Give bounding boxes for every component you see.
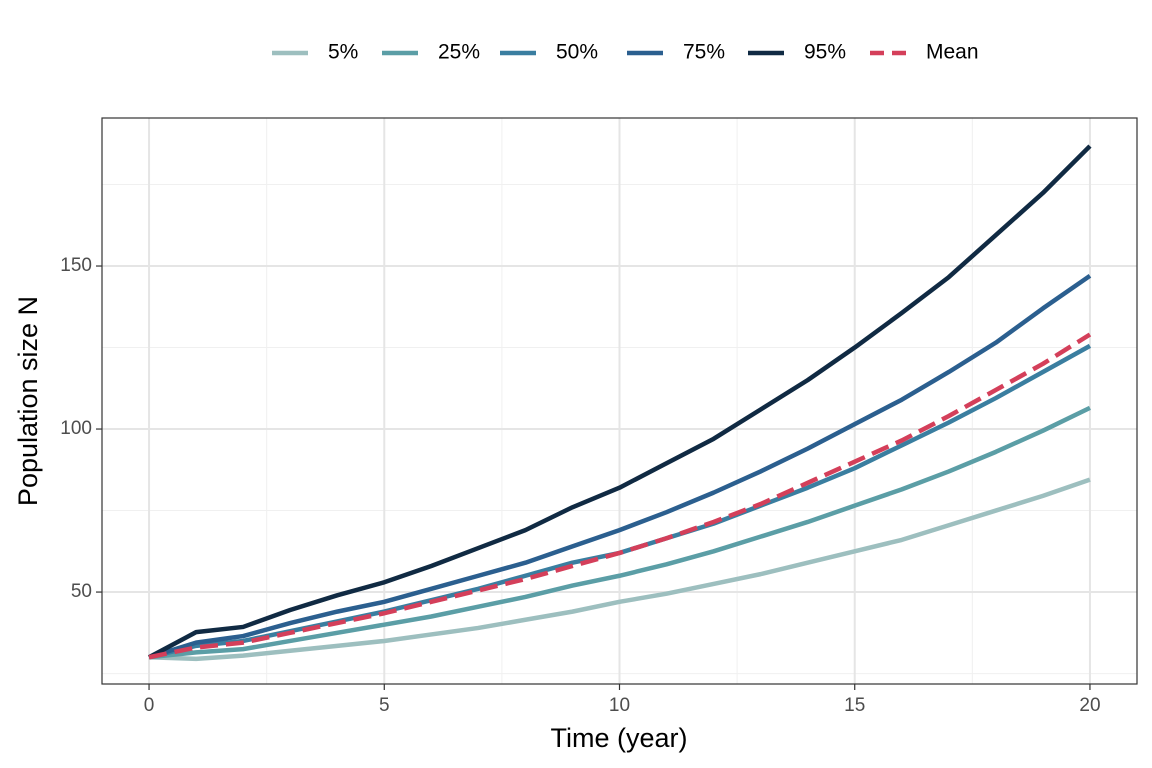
series-line bbox=[148, 405, 1091, 660]
series-line bbox=[148, 332, 1092, 660]
y-tick-label: 150 bbox=[60, 255, 92, 276]
legend-label: Mean bbox=[926, 41, 979, 64]
x-tick-label: 20 bbox=[1079, 695, 1100, 716]
y-tick-label: 100 bbox=[60, 418, 92, 439]
legend-label: 75% bbox=[683, 41, 725, 64]
x-tick-label: 15 bbox=[844, 695, 865, 716]
legend-label: 25% bbox=[438, 41, 480, 64]
series-line bbox=[148, 477, 1091, 662]
legend-label: 5% bbox=[328, 41, 358, 64]
x-tick-label: 0 bbox=[144, 695, 155, 716]
x-tick-label: 5 bbox=[379, 695, 390, 716]
x-axis-label: Time (year) bbox=[550, 723, 687, 753]
y-tick-label: 50 bbox=[71, 581, 92, 602]
series-line bbox=[147, 144, 1092, 660]
x-tick-label: 10 bbox=[609, 695, 630, 716]
y-axis-label: Population size N bbox=[13, 296, 43, 506]
plot-border bbox=[101, 117, 1138, 685]
series-line bbox=[148, 273, 1092, 660]
legend-label: 50% bbox=[556, 41, 598, 64]
legend-label: 95% bbox=[804, 41, 846, 64]
